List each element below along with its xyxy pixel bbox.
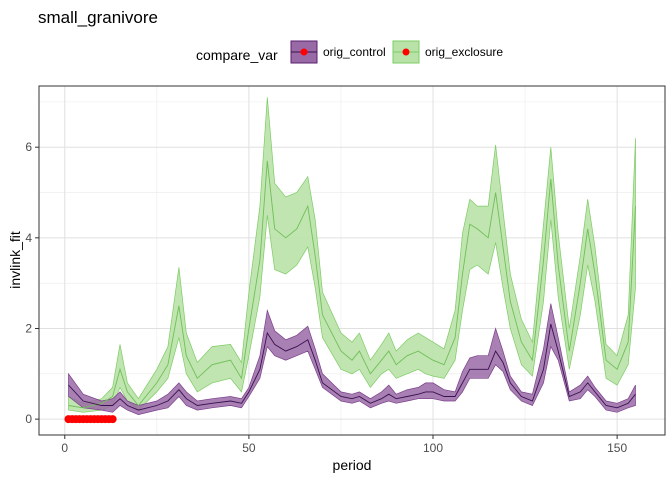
grid [39, 86, 665, 435]
line-exclosure [68, 160, 636, 409]
legend-title: compare_var [196, 47, 278, 63]
y-tick-label: 4 [25, 231, 32, 245]
y-axis-label: invlink_fit [7, 231, 23, 289]
line-control [68, 323, 636, 411]
x-axis-label: period [333, 457, 372, 473]
legend-label-control: orig_control [323, 45, 386, 59]
legend-label-exclosure: orig_exclosure [425, 45, 503, 59]
y-tick-label: 6 [25, 140, 32, 154]
x-tick-label: 150 [607, 441, 627, 455]
highlight-points [64, 415, 117, 424]
highlight-point [108, 415, 117, 424]
legend: compare_var orig_control orig_exclosure [196, 40, 503, 64]
x-tick-label: 50 [242, 441, 256, 455]
y-tick-label: 0 [25, 412, 32, 426]
plot-background [39, 86, 665, 435]
band-exclosure [68, 97, 636, 413]
y-tick-label: 2 [25, 321, 32, 335]
x-tick-label: 0 [61, 441, 68, 455]
plot-area [38, 85, 666, 436]
legend-item-control: orig_control [290, 40, 386, 64]
plot-border [38, 85, 666, 436]
x-tick-label: 100 [423, 441, 443, 455]
legend-item-exclosure: orig_exclosure [392, 40, 503, 64]
series-lines [68, 160, 636, 411]
legend-key-control-point [300, 48, 308, 56]
x-axis: 0 50 100 150 [61, 435, 627, 455]
legend-key-exclosure-point [402, 48, 410, 56]
y-axis: 0 2 4 6 [25, 140, 39, 426]
chart-title: small_granivore [38, 8, 158, 27]
